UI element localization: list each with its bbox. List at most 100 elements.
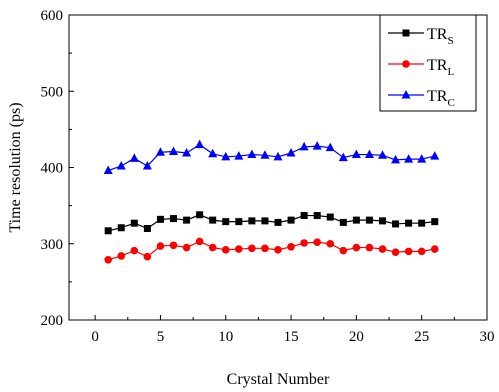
data-point xyxy=(326,213,334,221)
x-tick-label: 25 xyxy=(414,329,429,345)
data-point xyxy=(300,212,308,220)
data-point xyxy=(142,160,152,170)
data-point xyxy=(169,146,178,155)
data-point xyxy=(351,149,361,159)
data-point xyxy=(326,239,335,248)
data-point xyxy=(431,218,439,226)
data-point xyxy=(156,215,164,223)
data-point xyxy=(339,218,347,226)
x-tick-label: 5 xyxy=(157,329,165,345)
data-point xyxy=(182,243,191,252)
data-point xyxy=(261,244,269,253)
data-point xyxy=(143,252,152,261)
data-point xyxy=(405,219,413,227)
data-point xyxy=(338,152,348,162)
data-point xyxy=(325,142,335,152)
data-point xyxy=(404,154,414,163)
data-point xyxy=(391,248,400,256)
data-point xyxy=(404,247,413,256)
data-point xyxy=(209,216,217,224)
legend-marker xyxy=(402,29,410,37)
data-point xyxy=(221,151,231,161)
x-tick-label: 30 xyxy=(480,329,495,345)
data-point xyxy=(183,216,191,224)
data-point xyxy=(235,218,243,226)
data-point xyxy=(143,225,151,232)
data-point xyxy=(287,216,295,224)
data-point xyxy=(286,148,296,157)
data-point xyxy=(430,151,440,160)
data-point xyxy=(391,154,401,164)
data-point xyxy=(155,147,165,156)
legend-entry: TRS xyxy=(388,26,454,47)
data-point xyxy=(274,246,282,254)
data-point xyxy=(260,150,270,159)
legend-label: TRC xyxy=(427,88,455,109)
legend-label-subscript: C xyxy=(447,97,454,109)
data-point xyxy=(117,252,126,260)
data-point xyxy=(339,246,348,255)
data-point xyxy=(312,141,322,150)
data-point xyxy=(116,160,126,170)
data-point xyxy=(196,211,204,219)
data-point xyxy=(222,218,230,226)
legend-marker xyxy=(401,90,411,99)
y-axis-label: Time resolution (ps) xyxy=(7,102,24,232)
x-tick-label: 15 xyxy=(284,329,299,345)
data-point xyxy=(273,151,283,161)
data-point xyxy=(248,217,256,225)
data-point xyxy=(287,243,295,251)
series-tr-l xyxy=(104,237,439,264)
data-point xyxy=(208,148,218,158)
data-point xyxy=(103,165,113,175)
legend-label-main: TR xyxy=(427,57,448,74)
data-point xyxy=(430,245,439,253)
y-tick-label: 400 xyxy=(41,161,64,177)
y-tick-label: 300 xyxy=(41,237,64,253)
data-point xyxy=(300,239,308,247)
data-point xyxy=(235,245,243,253)
data-point xyxy=(261,217,269,225)
data-point xyxy=(169,241,178,250)
series-tr-s xyxy=(104,211,439,235)
series-tr-c xyxy=(103,139,440,175)
data-point xyxy=(182,148,192,157)
data-point xyxy=(352,216,360,224)
data-point xyxy=(130,246,139,255)
x-tick-label: 20 xyxy=(349,329,364,345)
legend-label-subscript: S xyxy=(447,35,453,47)
data-point xyxy=(195,237,204,246)
data-point xyxy=(104,227,112,235)
data-point xyxy=(313,238,321,247)
data-point xyxy=(392,220,400,228)
x-tick-label: 0 xyxy=(91,329,99,345)
data-point xyxy=(195,139,205,149)
y-tick-label: 500 xyxy=(41,84,64,100)
y-tick-label: 600 xyxy=(41,8,64,24)
data-point xyxy=(299,141,309,151)
data-point xyxy=(313,212,321,220)
data-point xyxy=(117,224,125,232)
data-point xyxy=(417,154,427,163)
data-point xyxy=(365,243,374,252)
x-axis-label: Crystal Number xyxy=(227,371,330,388)
legend-label-subscript: L xyxy=(447,66,454,78)
data-point xyxy=(221,246,230,254)
data-point xyxy=(104,255,112,264)
legend-label: TRS xyxy=(427,26,454,47)
data-point xyxy=(378,245,387,253)
legend-marker xyxy=(402,60,410,68)
data-point xyxy=(248,244,256,253)
series-layer xyxy=(103,139,440,264)
data-point xyxy=(378,150,387,159)
data-point xyxy=(129,153,139,162)
legend-label-main: TR xyxy=(427,26,448,43)
data-point xyxy=(352,243,361,252)
data-point xyxy=(156,242,165,250)
legend-entry: TRC xyxy=(388,88,455,109)
data-point xyxy=(418,219,426,227)
data-point xyxy=(170,215,177,223)
data-point xyxy=(130,219,138,227)
